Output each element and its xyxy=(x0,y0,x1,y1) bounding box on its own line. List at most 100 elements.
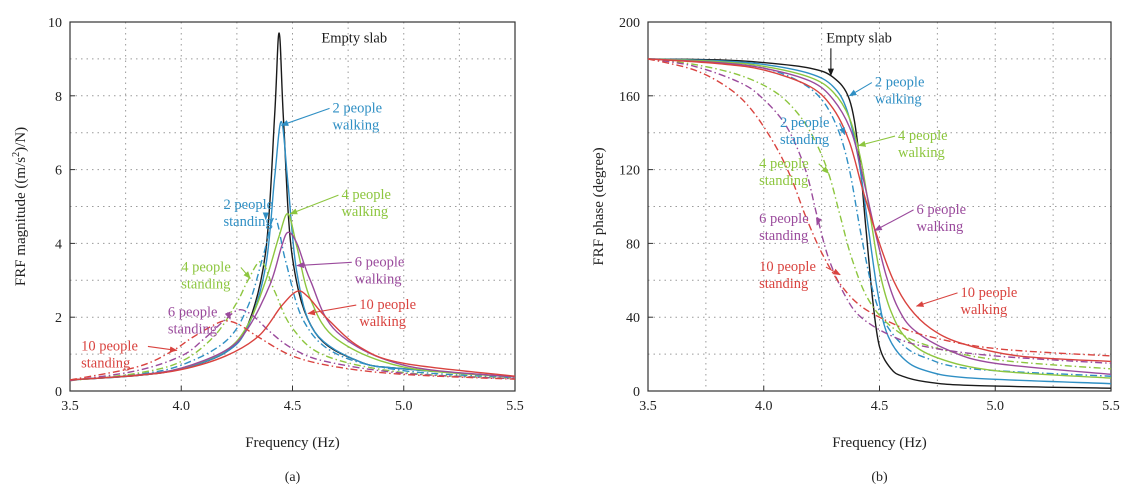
annotation-line: 10 people xyxy=(759,259,816,275)
series-annotation-10-people-walking: 10 people walking xyxy=(961,285,1018,318)
series-line-10-people-standing xyxy=(647,58,1112,357)
series-annotation-6-people-standing: 6 people standing xyxy=(759,211,809,244)
annotation-arrow xyxy=(816,217,822,226)
annotation-line: walking xyxy=(961,302,1008,318)
series-line-2-people-walking xyxy=(647,58,1112,385)
x-tick-label: 3.5 xyxy=(61,399,79,414)
series-annotation-6-people-walking: 6 people walking xyxy=(355,254,405,287)
annotation-arrow xyxy=(825,266,841,276)
annotation-arrow xyxy=(874,209,914,231)
x-tick-label: 5.5 xyxy=(506,399,524,414)
series-line-10-people-walking xyxy=(69,290,516,381)
series-annotation-2-people-walking: 2 people walking xyxy=(333,100,383,133)
y-tick-label: 10 xyxy=(48,16,62,31)
annotation-line: standing xyxy=(759,276,808,292)
annotation-arrow xyxy=(839,122,846,136)
annotation-arrow xyxy=(857,135,896,147)
annotation-line: walking xyxy=(898,145,945,161)
annotation-line: 2 people xyxy=(224,197,274,213)
series-annotation-4-people-walking: 4 people walking xyxy=(341,187,391,220)
annotation-arrow xyxy=(848,82,873,97)
series-annotation-empty-slab: Empty slab xyxy=(321,30,387,46)
annotation-line: standing xyxy=(759,173,808,189)
y-axis-label: FRF magnitude ((m/s2)/N) xyxy=(11,127,29,286)
y-axis-label-part: )/N) xyxy=(13,127,29,152)
y-axis-label: FRF phase (degree) xyxy=(591,147,607,265)
annotation-line: walking xyxy=(359,314,406,330)
panel-a-magnitude-chart: 3.5 4.0 4.5 5.0 5.5 0 2 4 6 8 10 Frequency (Hz) FRF … xyxy=(11,16,524,485)
series-annotation-10-people-walking: 10 people walking xyxy=(359,297,416,330)
series-line-4-people-standing xyxy=(647,58,1112,370)
series-annotation-4-people-standing: 4 people standing xyxy=(181,259,231,292)
series-annotation-4-people-standing: 4 people standing xyxy=(759,156,809,189)
annotation-line: Empty slab xyxy=(826,30,892,46)
series-line-6-people-standing xyxy=(647,58,1112,365)
annotation-line: 2 people xyxy=(875,75,925,91)
series-annotation-2-people-standing: 2 people standing xyxy=(224,197,274,230)
annotation-line: 6 people xyxy=(355,254,405,270)
annotation-arrow xyxy=(289,194,339,215)
series-line-6-people-walking xyxy=(69,231,516,381)
x-tick-label: 4.5 xyxy=(284,399,302,414)
series-line-4-people-standing xyxy=(69,261,516,382)
panel-b-phase-chart: 3.5 4.0 4.5 5.0 5.5 0 40 80 120 160 200 Frequency (… xyxy=(591,16,1120,485)
x-tick-label: 5.0 xyxy=(395,399,413,414)
x-tick-label: 5.5 xyxy=(1102,399,1120,414)
series-annotation-6-people-walking: 6 people walking xyxy=(917,202,967,235)
annotation-line: 6 people xyxy=(917,202,967,218)
annotation-arrow xyxy=(147,345,178,353)
annotation-line: standing xyxy=(168,321,217,337)
series-line-2-people-walking xyxy=(69,120,516,381)
annotation-line: standing xyxy=(224,214,273,230)
annotation-line: standing xyxy=(780,132,829,148)
y-tick-label: 0 xyxy=(633,385,640,400)
y-tick-label: 8 xyxy=(55,90,62,105)
series-annotation-empty-slab: Empty slab xyxy=(826,30,892,46)
series-annotation-2-people-walking: 2 people walking xyxy=(875,75,925,108)
annotation-line: 10 people xyxy=(81,338,138,354)
series-line-6-people-standing xyxy=(69,309,516,382)
annotation-line: standing xyxy=(759,228,808,244)
panel-label: (a) xyxy=(285,470,301,485)
annotation-arrow xyxy=(296,261,352,269)
series-line-6-people-walking xyxy=(647,58,1112,376)
y-tick-label: 120 xyxy=(619,164,640,179)
annotation-line: 2 people xyxy=(780,115,830,131)
annotation-line: standing xyxy=(81,355,130,371)
annotation-line: walking xyxy=(355,271,402,287)
y-tick-label: 80 xyxy=(626,237,640,252)
annotation-line: 10 people xyxy=(961,285,1018,301)
annotation-line: 4 people xyxy=(759,156,809,172)
y-tick-label: 4 xyxy=(55,237,62,252)
annotation-arrow xyxy=(818,163,830,174)
y-tick-label: 160 xyxy=(619,90,640,105)
grid-lines xyxy=(70,22,515,391)
annotation-line: walking xyxy=(341,204,388,220)
x-tick-label: 4.0 xyxy=(755,399,773,414)
annotation-line: 6 people xyxy=(759,211,809,227)
x-tick-label: 5.0 xyxy=(987,399,1005,414)
annotation-line: Empty slab xyxy=(321,30,387,46)
x-axis-label: Frequency (Hz) xyxy=(832,435,927,451)
annotation-line: 4 people xyxy=(181,259,231,275)
annotation-arrow xyxy=(307,304,357,316)
y-tick-label: 6 xyxy=(55,164,62,179)
series-annotation-10-people-standing: 10 people standing xyxy=(81,338,138,371)
y-tick-label: 40 xyxy=(626,311,640,326)
series-line-empty-slab xyxy=(647,58,1112,389)
annotation-line: walking xyxy=(333,117,380,133)
series-annotation-6-people-standing: 6 people standing xyxy=(168,304,218,337)
annotation-line: 10 people xyxy=(359,297,416,313)
annotation-line: 4 people xyxy=(898,128,948,144)
y-tick-label: 0 xyxy=(55,385,62,400)
series-line-2-people-standing xyxy=(69,216,516,381)
y-tick-label: 2 xyxy=(55,311,62,326)
annotation-line: standing xyxy=(181,276,230,292)
x-tick-label: 4.0 xyxy=(173,399,191,414)
annotation-line: walking xyxy=(917,219,964,235)
panel-label: (b) xyxy=(871,470,888,485)
series-line-10-people-standing xyxy=(69,320,516,381)
y-tick-label: 200 xyxy=(619,16,640,31)
annotation-line: 6 people xyxy=(168,304,218,320)
